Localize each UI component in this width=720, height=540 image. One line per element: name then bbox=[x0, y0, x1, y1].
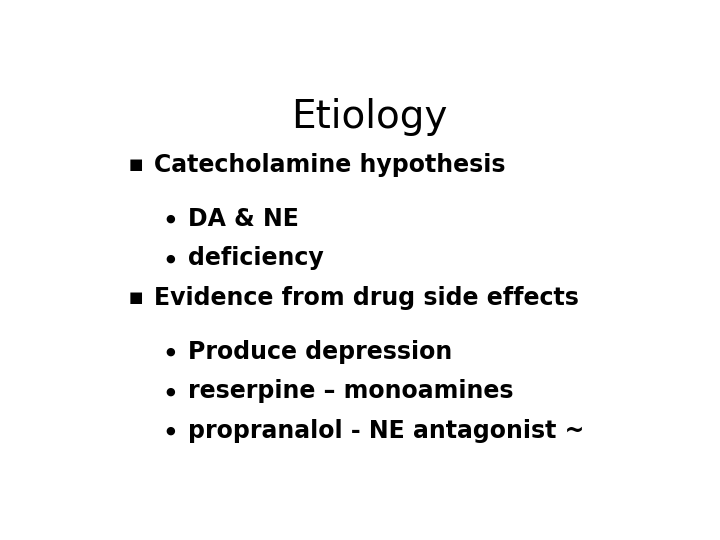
Text: ●: ● bbox=[166, 214, 175, 224]
Text: ●: ● bbox=[166, 386, 175, 396]
Text: Etiology: Etiology bbox=[291, 98, 447, 136]
Text: Catecholamine hypothesis: Catecholamine hypothesis bbox=[154, 153, 505, 177]
Text: reserpine – monoamines: reserpine – monoamines bbox=[188, 379, 513, 403]
Text: ■: ■ bbox=[129, 290, 143, 305]
Text: deficiency: deficiency bbox=[188, 246, 323, 270]
Text: propranalol - NE antagonist ~: propranalol - NE antagonist ~ bbox=[188, 418, 584, 443]
Text: ●: ● bbox=[166, 426, 175, 436]
Text: ●: ● bbox=[166, 347, 175, 357]
Text: Evidence from drug side effects: Evidence from drug side effects bbox=[154, 286, 579, 309]
Text: ●: ● bbox=[166, 253, 175, 263]
Text: DA & NE: DA & NE bbox=[188, 207, 299, 231]
Text: ■: ■ bbox=[129, 157, 143, 172]
Text: Produce depression: Produce depression bbox=[188, 340, 452, 364]
